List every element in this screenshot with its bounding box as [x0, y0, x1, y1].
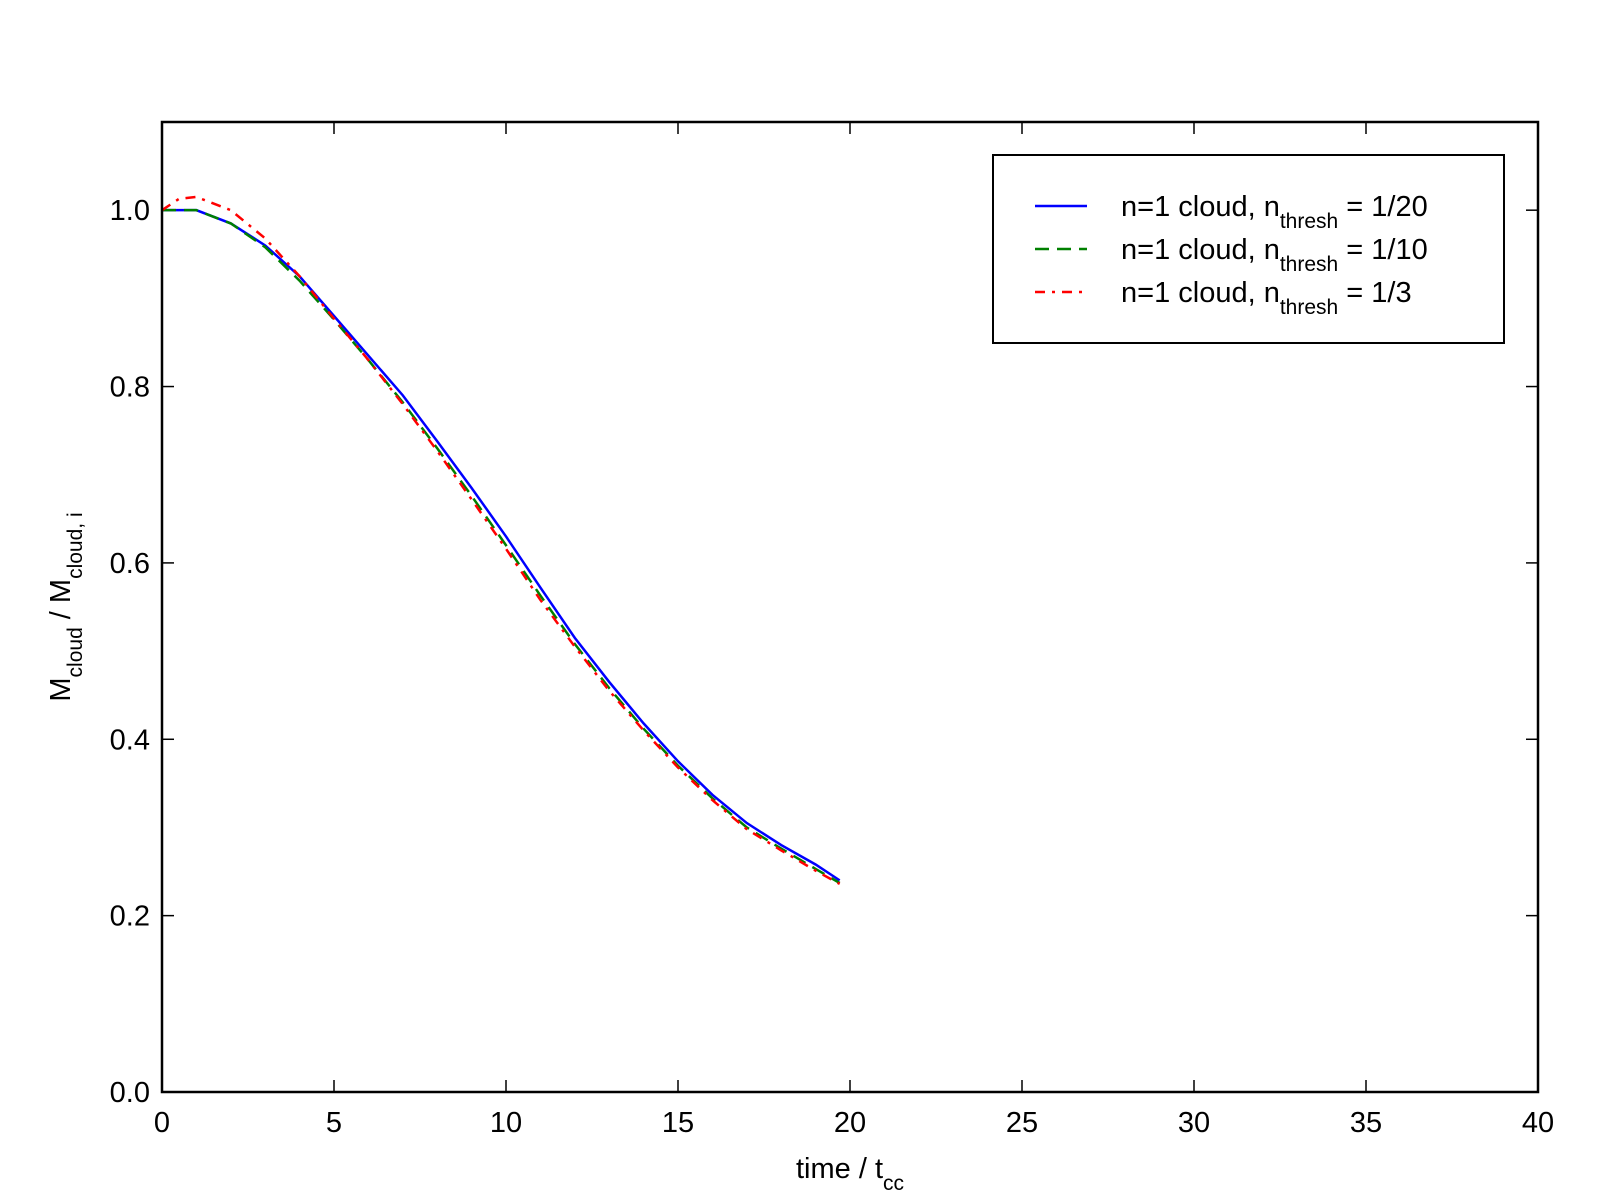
text-segment: = 1/10: [1338, 234, 1428, 266]
text-segment: cloud: [64, 627, 87, 677]
text-segment: = 1/3: [1338, 277, 1411, 309]
x-tick-label: 30: [1178, 1107, 1210, 1139]
y-tick-label: 0.6: [110, 548, 150, 580]
plot-frame: [160, 120, 1540, 1094]
x-tick-label: 35: [1350, 1107, 1382, 1139]
text-segment: thresh: [1280, 253, 1338, 276]
text-segment: n=1 cloud, n: [1121, 277, 1280, 309]
y-tick-label: 0.2: [110, 901, 150, 933]
text-segment: cc: [883, 1172, 904, 1195]
x-tick-label: 25: [1006, 1107, 1038, 1139]
text-segment: thresh: [1280, 296, 1338, 319]
text-segment: M: [45, 677, 77, 701]
data-line: [162, 208, 841, 885]
text-segment: thresh: [1280, 210, 1338, 233]
legend-label: n=1 cloud, nthresh = 1/3: [1121, 277, 1412, 319]
text-segment: cloud, i: [64, 512, 87, 579]
y-tick-label: 1.0: [110, 195, 150, 227]
x-tick-label: 10: [490, 1107, 522, 1139]
text-segment: n=1 cloud, n: [1121, 191, 1280, 223]
y-tick-label: 0.8: [110, 372, 150, 404]
legend-label: n=1 cloud, nthresh = 1/10: [1121, 234, 1428, 276]
x-axis-label: time / tcc: [796, 1153, 904, 1195]
x-tick-label: 0: [154, 1107, 170, 1139]
y-tick-label: 0.4: [110, 724, 150, 756]
x-tick-label: 40: [1522, 1107, 1554, 1139]
text-segment: = 1/20: [1338, 191, 1428, 223]
text-segment: n=1 cloud, n: [1121, 234, 1280, 266]
x-tick-label: 20: [834, 1107, 866, 1139]
legend-label: n=1 cloud, nthresh = 1/20: [1121, 191, 1428, 233]
data-line: [162, 208, 841, 882]
y-axis-label: Mcloud / Mcloud, i: [45, 512, 87, 701]
x-tick-label: 15: [662, 1107, 694, 1139]
y-tick-label: 0.0: [110, 1077, 150, 1109]
text-segment: time / t: [796, 1153, 883, 1185]
x-tick-label: 5: [326, 1107, 342, 1139]
text-segment: / M: [45, 579, 77, 627]
legend-box: [992, 154, 1505, 344]
